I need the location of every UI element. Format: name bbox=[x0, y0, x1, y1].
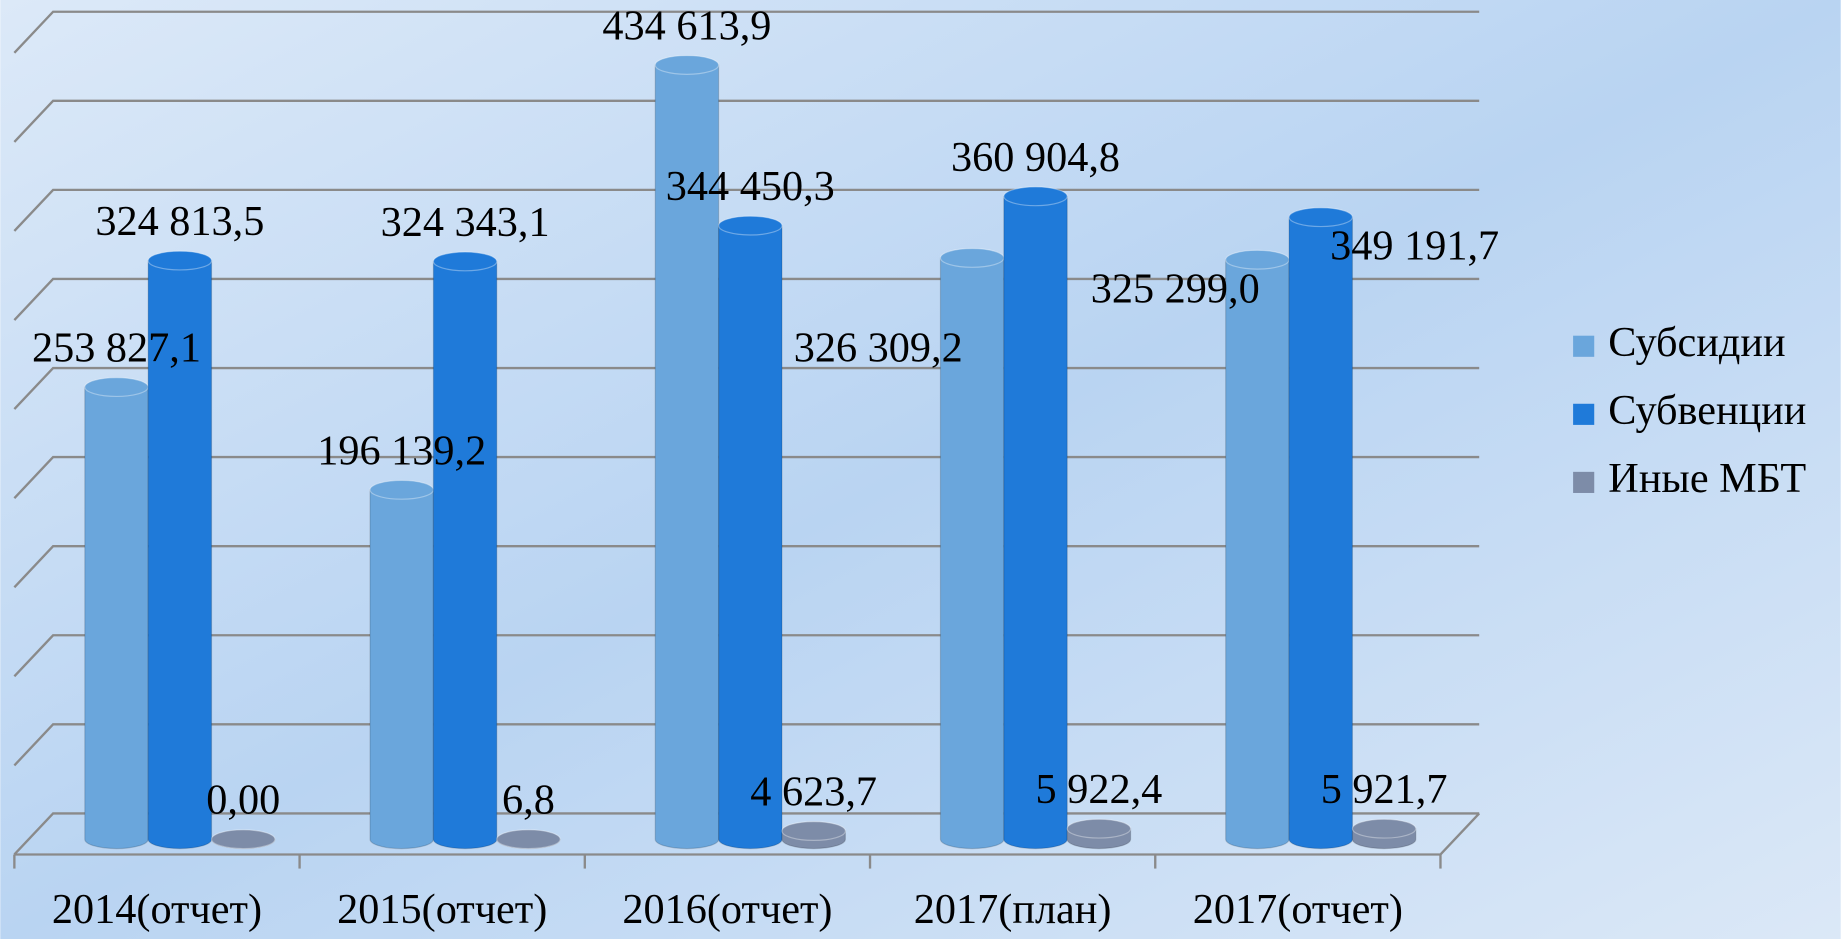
cylinder-top bbox=[654, 54, 720, 75]
cylinder-top bbox=[496, 829, 561, 850]
cylinder-top bbox=[369, 479, 434, 500]
data-label: 5 921,7 bbox=[1321, 766, 1448, 813]
data-label: 4 623,7 bbox=[750, 768, 877, 815]
data-label: 326 309,2 bbox=[794, 325, 963, 372]
cylinder bbox=[654, 64, 720, 850]
cylinder-top bbox=[84, 377, 149, 398]
legend-label: Иные МБТ bbox=[1608, 455, 1806, 502]
cylinder bbox=[939, 257, 1005, 850]
data-label: 324 343,1 bbox=[381, 199, 550, 246]
data-label: 0,00 bbox=[206, 777, 280, 824]
grid-line bbox=[13, 188, 1480, 232]
x-tick-label: 2017(отчет) bbox=[1193, 886, 1403, 933]
cylinder bbox=[1288, 216, 1354, 850]
cylinder-top bbox=[781, 821, 846, 841]
cylinder bbox=[1225, 259, 1290, 850]
cylinder-top bbox=[210, 829, 276, 850]
cylinder-top bbox=[718, 215, 783, 236]
legend-swatch bbox=[1573, 403, 1595, 425]
data-label: 360 904,8 bbox=[951, 134, 1120, 181]
data-label: 5 922,4 bbox=[1036, 766, 1163, 813]
legend-label: Субвенции bbox=[1608, 387, 1806, 434]
cylinder-top bbox=[939, 247, 1005, 268]
data-label: 6,8 bbox=[502, 777, 555, 824]
grid-line bbox=[13, 99, 1480, 143]
x-tick-label: 2014(отчет) bbox=[52, 886, 262, 933]
data-label: 349 191,7 bbox=[1330, 223, 1499, 270]
x-tick-label: 2016(отчет) bbox=[622, 886, 832, 933]
cylinder bbox=[84, 386, 149, 850]
grid-line bbox=[13, 10, 1480, 54]
data-label: 344 450,3 bbox=[666, 163, 835, 210]
x-tick-label: 2017(план) bbox=[914, 886, 1112, 933]
cylinder bbox=[369, 489, 434, 850]
cylinder bbox=[432, 260, 498, 850]
cylinder-top bbox=[1288, 207, 1354, 228]
legend-swatch bbox=[1573, 335, 1595, 357]
legend-label: Субсидии bbox=[1608, 319, 1785, 366]
cylinder-top bbox=[432, 251, 498, 272]
data-label: 434 613,9 bbox=[602, 2, 771, 49]
data-label: 325 299,0 bbox=[1091, 265, 1260, 312]
cylinder-top bbox=[1003, 186, 1068, 207]
legend-swatch bbox=[1573, 471, 1595, 493]
cylinder-top bbox=[1066, 818, 1132, 839]
data-label: 196 139,2 bbox=[317, 427, 486, 474]
cylinder-top bbox=[147, 250, 213, 271]
cylinder-top bbox=[1351, 818, 1417, 839]
cylinder bbox=[147, 259, 213, 850]
x-tick-label: 2015(отчет) bbox=[337, 886, 547, 933]
cylinder bbox=[1003, 195, 1068, 850]
cylinder bbox=[718, 225, 783, 850]
data-label: 324 813,5 bbox=[95, 198, 264, 245]
data-label: 253 827,1 bbox=[32, 325, 201, 372]
